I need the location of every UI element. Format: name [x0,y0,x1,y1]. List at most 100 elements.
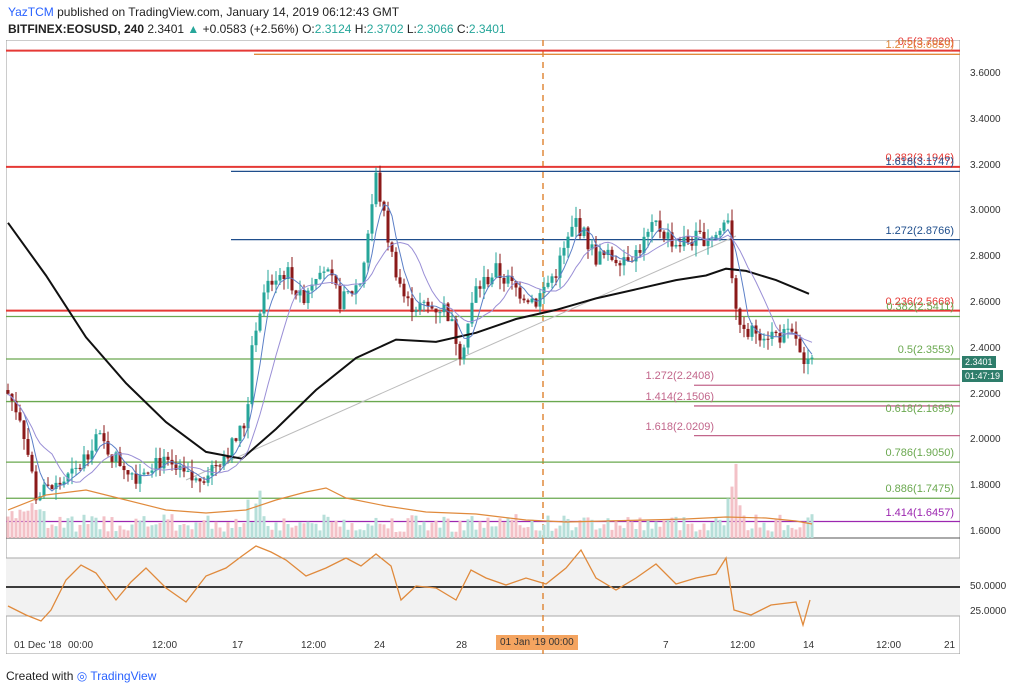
candle-body [550,276,554,283]
candle-body [450,319,454,322]
time-axis-label: 14 [803,640,815,651]
candle-body [670,232,674,247]
candle-body [526,300,530,303]
candle-body [562,247,566,256]
volume-bar [462,530,466,538]
author-link[interactable]: YazTCM [8,5,54,19]
candle-body [734,278,738,309]
volume-bar [766,530,770,538]
candle-body [30,454,34,472]
volume-bar [298,522,302,538]
volume-bar [326,516,330,538]
candle-body [374,172,378,205]
volume-bar [694,531,698,538]
candle-body [198,478,202,482]
volume-bar [138,520,142,538]
volume-bar [778,514,782,538]
candle-body [138,474,142,484]
volume-bar [322,514,326,538]
candle-body [78,467,82,469]
candle-body [594,244,598,265]
candle-body [338,285,342,309]
price-chart[interactable] [6,40,960,654]
candle-body [718,230,722,235]
fib-label: 0.5(2.3553) [897,344,954,357]
candle-body [486,276,490,285]
candle-body [558,255,562,278]
symbol-label[interactable]: BITFINEX:EOSUSD, 240 [8,22,145,36]
volume-bar [646,520,650,538]
open-label: O: [302,22,315,36]
volume-bar [214,521,218,538]
volume-bar [698,529,702,538]
volume-bar [606,518,610,538]
candle-body [330,269,334,276]
candle-body [54,482,58,489]
price-axis-label: 3.2000 [970,159,1001,171]
time-axis-label: 7 [663,640,669,651]
volume-bar [530,519,534,538]
candle-body [574,218,578,227]
candle-body [722,222,726,231]
candle-body [102,433,106,442]
candle-body [482,276,486,289]
volume-bar [170,514,174,538]
volume-bar [98,529,102,538]
volume-bar [414,515,418,538]
volume-bar [806,517,810,538]
candle-body [666,232,670,239]
candle-body [518,287,522,299]
volume-bar [142,516,146,538]
candle-body [266,280,270,293]
candle-body [714,234,718,239]
fib-label: 1.272(2.8766) [885,224,955,237]
candle-body [42,484,46,497]
volume-bar [234,518,238,538]
candle-body [194,478,198,481]
candle-body [122,465,126,471]
fib-label: 1.414(1.6457) [885,506,955,519]
price-axis-label: 2.0000 [970,434,1001,446]
volume-bar [650,528,654,538]
candle-body [522,298,526,301]
price-axis-label: 2.8000 [970,251,1001,263]
candle-body [358,283,362,286]
candle-body [614,259,618,264]
volume-bar [730,486,734,538]
tradingview-logo-icon: ◎ [76,669,88,683]
candle-body [470,302,474,324]
close-label: C: [456,22,469,36]
tradingview-brand[interactable]: TradingView [90,669,157,683]
volume-bar [270,529,274,538]
volume-bar [514,514,518,538]
volume-bar [758,527,762,538]
volume-bar [42,511,46,538]
volume-bar [366,523,370,538]
candle-body [270,280,274,285]
volume-bar [378,523,382,538]
candle-body [98,433,102,435]
volume-bar [610,529,614,538]
volume-bar [762,522,766,538]
candle-body [210,465,214,476]
candle-body [186,470,190,472]
volume-bar [582,517,586,538]
candle-body [350,291,354,294]
candle-body [706,240,710,247]
volume-bar [242,523,246,538]
fib-label: 0.886(1.7475) [885,483,955,496]
volume-bar [422,521,426,538]
candle-body [426,301,430,306]
countdown-tag: 01:47:19 [962,370,1004,382]
volume-bar [94,517,98,538]
candle-body [786,328,790,330]
volume-bar [770,531,774,538]
volume-bar [618,525,622,538]
volume-bar [782,530,786,538]
volume-bar [30,503,34,538]
candle-body [446,303,450,322]
candle-body [82,454,86,469]
candle-body [214,465,218,467]
volume-bar [154,524,158,538]
volume-bar [786,525,790,538]
